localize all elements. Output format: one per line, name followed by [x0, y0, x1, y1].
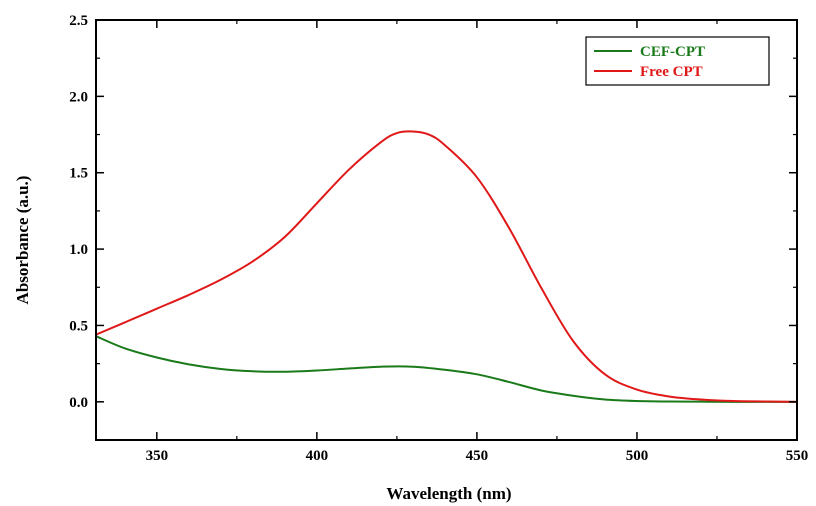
x-tick-label: 350 [146, 448, 169, 464]
legend-label-cef-cpt: CEF-CPT [640, 44, 705, 60]
y-tick-label: 2.5 [69, 13, 88, 29]
x-tick-label: 550 [786, 448, 809, 464]
y-tick-label: 0.5 [69, 318, 88, 334]
x-axis-title: Wavelength (nm) [386, 484, 511, 503]
series-line-free-cpt [95, 130, 798, 403]
y-axis-title: Absorbance (a.u.) [13, 176, 32, 305]
legend-label-free-cpt: Free CPT [640, 64, 703, 80]
y-tick-label: 2.0 [69, 89, 88, 105]
y-tick-label: 1.5 [69, 166, 88, 182]
axis-layer: 350 400 450 500 550 0.0 0.5 1.0 1.5 2.0 2.5 [69, 13, 808, 464]
plot-frame [95, 19, 798, 441]
y-tick-label: 0.0 [69, 395, 88, 411]
x-tick-label: 500 [626, 448, 649, 464]
y-tick-label: 1.0 [69, 242, 88, 258]
series-line-cef-cpt [95, 335, 797, 403]
plot-layer [95, 130, 798, 403]
x-tick-label: 400 [306, 448, 329, 464]
x-tick-label: 450 [466, 448, 489, 464]
legend-box [585, 36, 770, 86]
legend-layer: CEF-CPT Free CPT [585, 36, 770, 86]
